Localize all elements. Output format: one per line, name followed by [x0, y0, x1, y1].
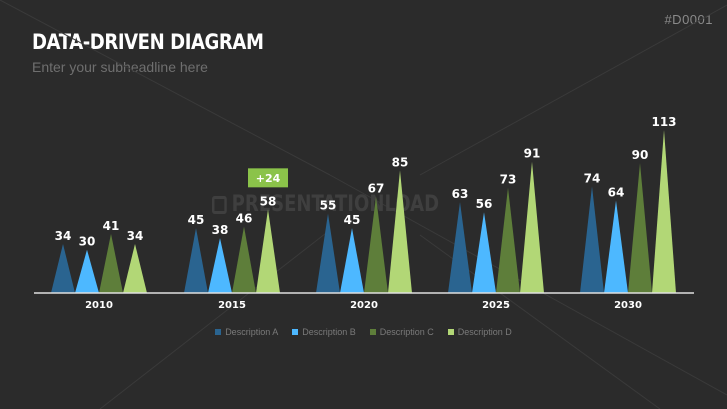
data-label: 74 [584, 171, 601, 185]
data-label: 56 [476, 197, 493, 211]
slide-id: #D0001 [664, 12, 713, 27]
data-label: 46 [236, 212, 253, 226]
chart-bar [448, 202, 472, 293]
chart-bar [388, 170, 412, 293]
data-label: 30 [79, 235, 96, 249]
chart-bar [99, 233, 123, 293]
data-label: 58 [260, 194, 277, 208]
legend-swatch [369, 329, 376, 335]
data-label: 45 [344, 213, 361, 227]
legend-label: Description C [379, 327, 434, 337]
data-label: 63 [452, 187, 469, 201]
slide-title: Data-Driven Diagram [32, 30, 264, 54]
legend-swatch [215, 329, 222, 335]
data-label: 113 [651, 115, 676, 129]
data-label: 55 [320, 199, 337, 213]
watermark-text: PRESENTATIONLOAD [231, 192, 440, 217]
data-label: 38 [212, 223, 229, 237]
chart-legend: Description A Description B Description C D… [0, 327, 727, 337]
data-label: 34 [127, 229, 144, 243]
legend-swatch [447, 329, 454, 335]
slide-subtitle: Enter your subheadline here [32, 59, 208, 75]
x-tick-label: 2030 [614, 300, 642, 311]
watermark: PRESENTATIONLOAD [212, 192, 439, 217]
legend-item: Description B [292, 327, 356, 337]
legend-label: Description A [225, 327, 279, 337]
x-tick-label: 2020 [350, 300, 378, 311]
decor-line [419, 4, 727, 176]
chart-bar [256, 209, 280, 293]
chart-bar [604, 200, 628, 293]
chart-bar [520, 161, 544, 293]
chart-bar [340, 228, 364, 293]
legend-label: Description D [457, 327, 512, 337]
chart-bar [472, 212, 496, 293]
decor-line [99, 229, 331, 409]
data-label: 91 [524, 147, 541, 161]
chart-bar [628, 163, 652, 293]
x-tick-label: 2010 [85, 300, 113, 311]
decor-line [0, 0, 331, 176]
chart-bar [51, 243, 75, 293]
chart-bar [75, 249, 99, 293]
legend-label: Description B [302, 327, 356, 337]
data-label: 45 [188, 213, 205, 227]
chart-bar [184, 228, 208, 293]
legend-swatch [292, 329, 299, 335]
data-label: 34 [55, 229, 72, 243]
chart-bar [580, 186, 604, 293]
annotation-box [248, 168, 288, 188]
chart-bar [496, 187, 520, 293]
x-tick-label: 2025 [482, 300, 510, 311]
data-label: 41 [103, 219, 120, 233]
legend-item: Description A [215, 327, 278, 337]
chart-bar [316, 213, 340, 293]
data-label: 73 [500, 173, 517, 187]
chart-bar [652, 130, 676, 293]
chart-bar [123, 243, 147, 293]
watermark-logo-icon [212, 196, 227, 214]
legend-item: Description C [369, 327, 434, 337]
data-label: 85 [392, 155, 409, 169]
annotation-label: +24 [256, 172, 281, 185]
data-label: 64 [608, 186, 625, 200]
chart-bar [208, 238, 232, 293]
legend-item: Description D [447, 327, 512, 337]
chart-bar [364, 196, 388, 293]
x-tick-label: 2015 [218, 300, 246, 311]
data-label: 90 [632, 148, 649, 162]
chart-bar [232, 226, 256, 293]
data-label: 67 [368, 181, 385, 195]
